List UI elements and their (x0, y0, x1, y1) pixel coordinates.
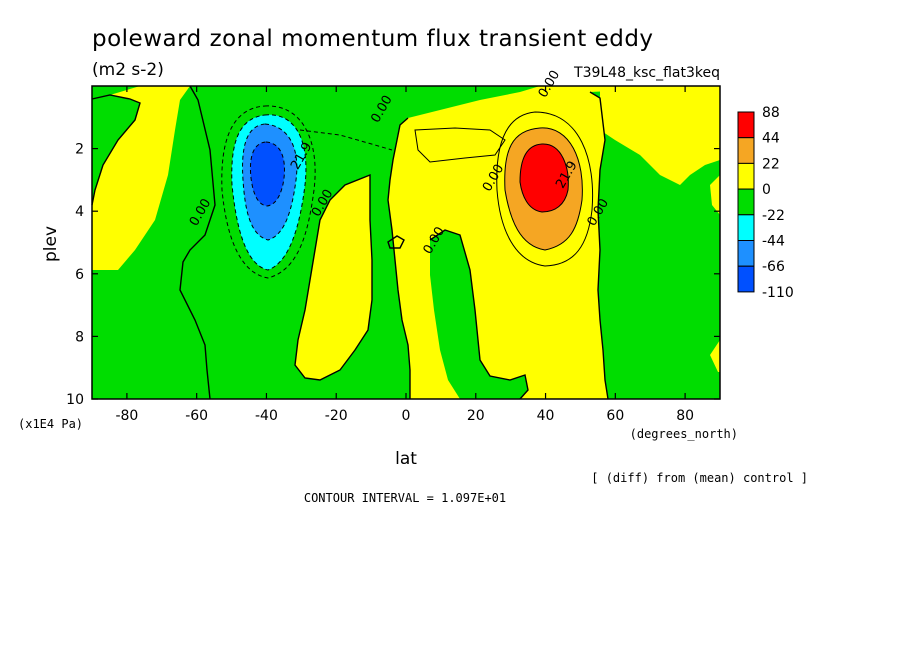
x-unit-label: (degrees_north) (630, 427, 738, 441)
y-tick-label: 6 (75, 267, 84, 283)
positive-patch-upper-southern (92, 86, 190, 270)
colorbar-level-label: 88 (762, 105, 780, 121)
contour-lines-positive (414, 111, 594, 267)
y-axis-title: plev (41, 226, 61, 262)
colorbar-swatch (737, 214, 755, 242)
colorbar-level-label: 22 (762, 156, 780, 172)
contour-fill-pos44 (520, 143, 569, 212)
colorbar-swatch (737, 240, 755, 267)
colorbar-swatch (737, 111, 755, 139)
y-unit-label: (x1E4 Pa) (18, 417, 83, 431)
contour-lines-negative (221, 105, 393, 279)
y-tick-label: 10 (66, 392, 84, 408)
x-tick-label: -60 (185, 408, 208, 424)
colorbar: 88 44 22 0 -22 -44 -66 -110 (737, 105, 794, 301)
positive-region-northern-upper (600, 86, 720, 185)
y-tick-label: 8 (75, 329, 84, 345)
colorbar-swatch (737, 162, 755, 190)
x-tick-label: -40 (255, 408, 278, 424)
contour-interval: CONTOUR INTERVAL = 1.097E+01 (304, 491, 506, 505)
x-tick-label: 80 (676, 408, 694, 424)
colorbar-level-label: 0 (762, 182, 771, 198)
x-tick-label: 40 (537, 408, 555, 424)
colorbar-level-label: 44 (762, 131, 780, 147)
negative-island-equatorial (430, 230, 528, 399)
colorbar-level-label: -66 (762, 259, 785, 275)
colorbar-swatch (737, 265, 755, 293)
x-axis: -80 -60 -40 -20 0 20 40 60 80 (115, 86, 694, 424)
run-label: T39L48_ksc_flat3keq (573, 65, 720, 81)
x-axis-title: lat (395, 449, 417, 469)
x-tick-label: -80 (115, 408, 138, 424)
y-tick-label: 4 (75, 204, 84, 220)
positive-island-southern-subtropics (295, 175, 372, 380)
chart-title: poleward zonal momentum flux transient e… (92, 26, 654, 52)
positive-patch-northern-edge (710, 175, 720, 372)
x-tick-label: 20 (467, 408, 485, 424)
contour-lines-zero (91, 85, 609, 400)
colorbar-level-label: -44 (762, 234, 785, 250)
y-tick-label: 2 (75, 142, 84, 158)
x-tick-label: 60 (606, 408, 624, 424)
footnote: [ (diff) from (mean) control ] (591, 471, 808, 485)
colorbar-swatch (737, 188, 755, 216)
contour-fill-neg66 (250, 142, 285, 206)
chart-units: (m2 s-2) (92, 60, 164, 80)
colorbar-level-label: -22 (762, 208, 785, 224)
y-axis: 2 4 6 8 10 (66, 142, 720, 408)
x-tick-label: 0 (402, 408, 411, 424)
colorbar-swatch (737, 137, 755, 164)
x-tick-label: -20 (325, 408, 348, 424)
colorbar-level-label: -110 (762, 285, 794, 301)
